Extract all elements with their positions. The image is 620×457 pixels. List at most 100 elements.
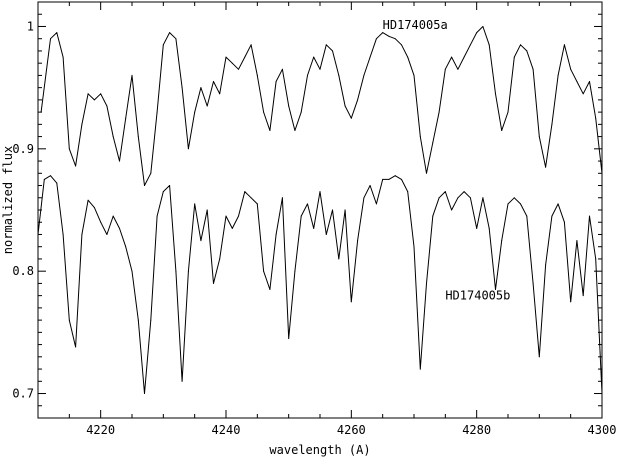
series-point [50,38,51,40]
y-tick-label: 0.7 [12,387,34,401]
series-point [37,234,39,235]
series-point [313,56,315,58]
series-point [137,319,139,321]
series-point [438,197,440,199]
series-point [513,56,515,58]
series-point [551,123,553,125]
series-point [294,270,296,272]
series-point [200,87,202,89]
series-point [413,74,415,76]
series-point [375,203,377,205]
y-tick-label: 0.9 [12,142,34,156]
series-point [181,380,183,382]
series-point [601,172,603,174]
series-point [275,81,277,82]
series-point [250,44,252,46]
series-point [457,197,459,199]
series-point [119,160,120,162]
series-point [388,178,390,180]
series-point [501,240,503,242]
axis-ticks [37,1,603,419]
series-point [194,111,196,113]
series-point [601,393,603,394]
series-point [507,111,509,113]
series-point [175,270,177,272]
series-point [451,209,453,211]
series-point [401,44,402,46]
series-point [281,197,283,199]
series-point [238,68,239,70]
series-point [582,295,584,297]
series-point [238,215,239,217]
series-point [557,203,559,205]
series-point [482,197,484,199]
series-point [401,178,402,180]
series-point [75,165,77,167]
series-point [313,227,315,229]
x-tick-label: 4260 [337,423,366,437]
series-point [407,191,409,193]
series-point [407,56,409,58]
series-point [582,93,584,95]
series-point [419,368,421,370]
series-point [194,203,196,205]
series-point [495,93,496,95]
series-point [338,74,340,76]
series-point [451,56,453,58]
series-point [263,270,265,272]
series-point [169,32,171,34]
series-point [62,56,64,58]
series-point [75,346,77,348]
series-point [300,111,302,113]
series-point [112,136,114,138]
series-point [344,209,346,211]
series-point [426,172,427,174]
series-point [520,44,521,46]
series-point [325,44,327,46]
plot-frame [37,1,603,419]
series-point [307,203,308,205]
y-tick-label: 1 [27,19,34,33]
series-point [595,117,597,119]
series-point [463,191,465,193]
series-point [457,68,459,70]
series-point [545,166,547,168]
series-point [288,338,290,339]
series-point [557,74,559,76]
series-point [444,191,446,193]
x-tick-label: 4240 [212,423,241,437]
series-point [307,74,308,76]
series-point [501,130,503,131]
series-point [532,68,534,70]
series-point [463,56,465,58]
series-point [532,282,534,284]
series-point [363,74,365,76]
series-point [93,207,95,209]
series-point [563,44,565,46]
series-point [137,136,139,138]
series-point [100,93,102,95]
series-point [144,185,145,186]
series-point [300,215,302,217]
series-point [162,44,164,46]
series-point [187,148,189,150]
series-point [56,32,58,34]
series-point [419,136,421,138]
series-point [350,117,352,119]
series-point [325,234,327,235]
series-point [225,56,227,58]
series-point [576,240,578,242]
series-point [206,209,208,211]
series-point [87,93,89,95]
series-point [213,81,214,82]
series-point [520,203,521,205]
series-point [131,74,133,76]
series-point [350,301,352,303]
series-point [244,191,246,193]
series-point [256,74,258,76]
y-axis-title: normalized flux [1,146,15,254]
series-point [388,35,390,37]
series-point [538,136,540,138]
series-point [187,270,189,272]
series-point [181,87,183,89]
